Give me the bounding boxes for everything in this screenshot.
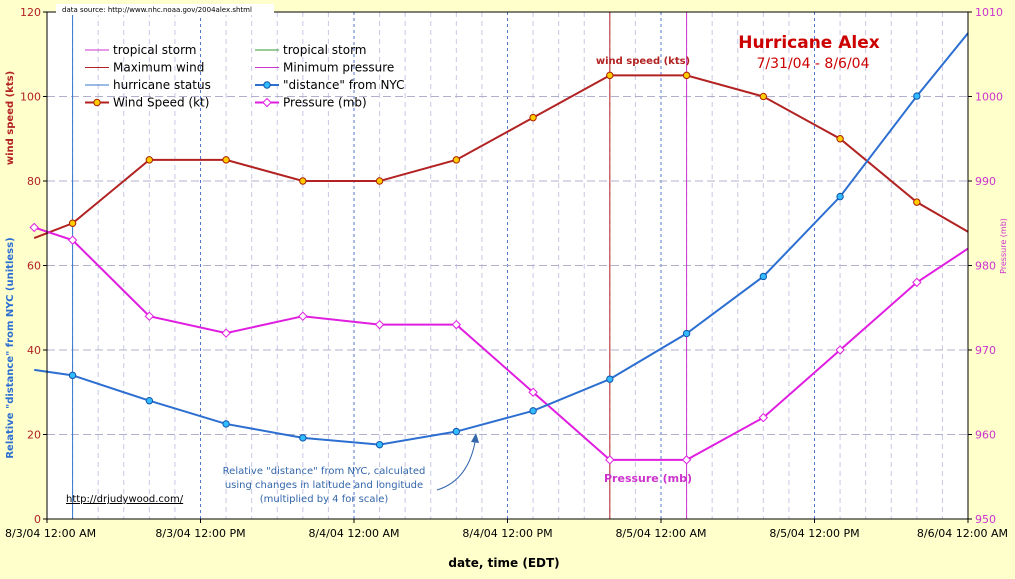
y-left-title-distance: Relative "distance" from NYC (unitless) [5, 237, 16, 458]
legend-label: tropical storm [113, 43, 196, 57]
wind-point [375, 177, 384, 185]
legend-marker [263, 81, 271, 89]
distance-point [836, 192, 844, 201]
distance-point [759, 272, 768, 281]
x-axis-title: date, time (EDT) [448, 556, 559, 570]
pressure-point [67, 235, 78, 245]
distance-point [222, 420, 230, 428]
series-line-1 [33, 226, 969, 461]
legend: tropical storm tropical storm Maximum wind… [85, 43, 404, 110]
pressure-point [221, 328, 231, 338]
y-left-tick-label: 0 [34, 513, 41, 526]
series-line-0 [33, 74, 969, 239]
grid [47, 12, 968, 519]
pressure-point [374, 319, 385, 330]
y-right-tick-label: 970 [975, 344, 996, 357]
legend-marker [93, 98, 101, 107]
pressure-point [605, 455, 615, 465]
y-left-tick-label: 20 [27, 429, 41, 442]
wind-point [759, 92, 768, 101]
pressure-point [758, 412, 769, 423]
axes: 0 20 40 60 80 100 120 950 960 970 980 990 1000 1010 8/… [5, 6, 1008, 540]
x-tick-label: 8/4/04 12:00 AM [308, 527, 399, 540]
y-left-tick-label: 120 [20, 6, 41, 19]
credit-link[interactable]: http://drjudywood.com/ [66, 494, 184, 505]
y-left-tick-label: 100 [20, 91, 41, 104]
x-tick-label: 8/6/04 12:00 AM [917, 527, 1008, 540]
legend-label: hurricane status [113, 78, 211, 92]
legend-label: Minimum pressure [283, 61, 394, 75]
distance-note-line-2: using changes in latitude and longitude [225, 480, 423, 491]
distance-note-line-1: Relative "distance" from NYC, calculated [223, 466, 426, 477]
distance-point [682, 329, 691, 338]
legend-marker [262, 97, 272, 108]
legend-label: Wind Speed (kt) [113, 96, 209, 110]
wind-point [222, 156, 230, 164]
y-right-tick-label: 950 [975, 513, 996, 526]
source-note: data source: http://www.nhc.noaa.gov/200… [62, 6, 252, 14]
legend-label: Pressure (mb) [283, 96, 367, 110]
pressure-point [144, 311, 155, 321]
distance-note-arrowhead [471, 433, 479, 443]
distance-point [68, 371, 77, 380]
y-left-tick-label: 80 [27, 175, 41, 188]
distance-note-line-3: (multiplied by 4 for scale) [260, 494, 389, 505]
reference-lines [72, 12, 688, 519]
pressure-point [835, 345, 845, 355]
y-left-title-wind: wind speed (kts) [5, 71, 16, 165]
y-right-tick-label: 990 [975, 175, 996, 188]
y-right-title: Pressure (mb) [999, 218, 1008, 274]
pressure-point [681, 455, 692, 465]
wind-point [682, 71, 691, 80]
y-left-tick-label: 40 [27, 344, 41, 357]
y-left-tick-label: 60 [27, 260, 41, 273]
distance-point [299, 434, 307, 442]
distance-point [375, 440, 384, 449]
x-tick-label: 8/3/04 12:00 PM [155, 527, 245, 540]
wind-marker-label: wind speed (kts) [596, 56, 690, 67]
pressure-point [528, 387, 538, 397]
y-right-tick-label: 1010 [975, 6, 1003, 19]
x-tick-label: 8/3/04 12:00 AM [5, 527, 96, 540]
wind-point [836, 135, 844, 143]
series-layer [29, 32, 969, 465]
legend-label: "distance" from NYC [283, 78, 404, 92]
distance-note: Relative "distance" from NYC, calculated… [223, 466, 426, 505]
wind-point [606, 71, 614, 80]
y-right-tick-label: 1000 [975, 91, 1003, 104]
chart-title: Hurricane Alex [738, 33, 880, 53]
source-note-bg [56, 4, 274, 15]
wind-point [913, 198, 921, 206]
wind-point [145, 156, 154, 164]
distance-point [529, 407, 537, 415]
legend-label: tropical storm [283, 43, 366, 57]
distance-point [145, 397, 154, 405]
distance-point [606, 375, 614, 383]
pressure-point [912, 277, 922, 288]
pressure-point [29, 222, 39, 233]
distance-point [913, 92, 921, 100]
legend-label: Maximum wind [113, 61, 204, 75]
pressure-point [451, 319, 462, 330]
distance-note-arrow [436, 435, 477, 491]
wind-point [299, 177, 307, 185]
wind-point [529, 113, 537, 122]
wind-point [68, 219, 77, 227]
x-tick-label: 8/5/04 12:00 PM [769, 527, 859, 540]
series-line-2 [34, 32, 969, 446]
x-tick-label: 8/5/04 12:00 AM [615, 527, 706, 540]
y-right-tick-label: 980 [975, 260, 996, 273]
y-right-tick-label: 960 [975, 429, 996, 442]
wind-point [452, 156, 461, 164]
pressure-marker-label: Pressure (mb) [604, 472, 692, 485]
x-tick-label: 8/4/04 12:00 PM [462, 527, 552, 540]
distance-point [452, 427, 461, 436]
chart-subtitle: 7/31/04 - 8/6/04 [757, 56, 870, 72]
pressure-point [298, 311, 308, 321]
